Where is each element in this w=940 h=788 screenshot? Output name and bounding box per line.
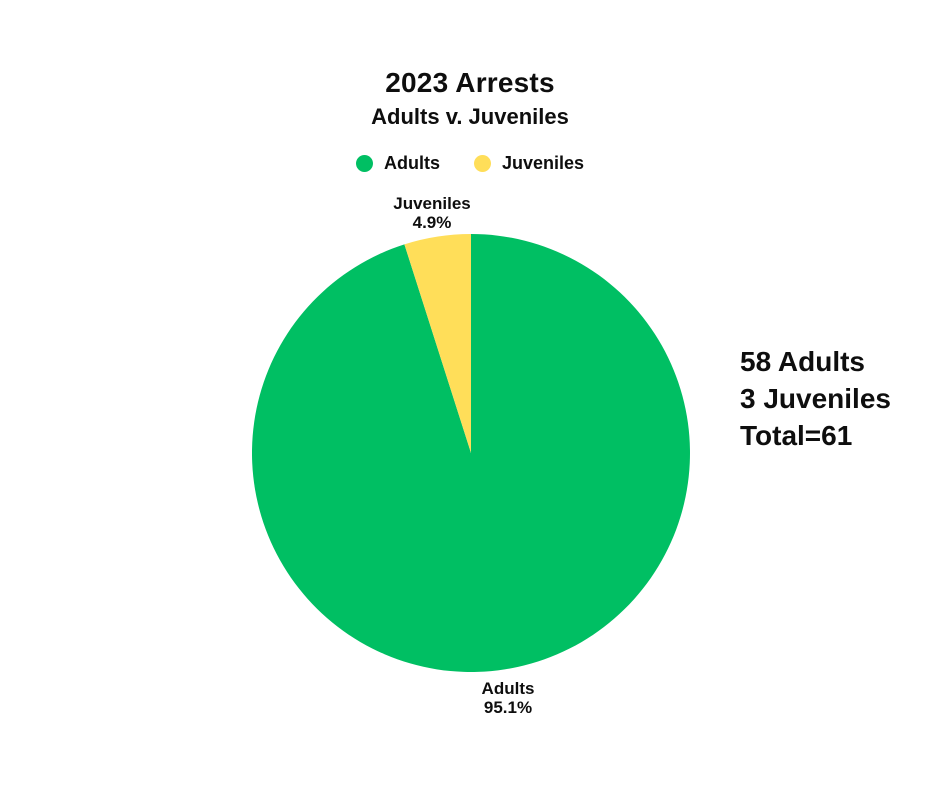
chart-legend: Adults Juveniles [0, 153, 940, 174]
legend-label-juveniles: Juveniles [501, 153, 585, 173]
slice-label-juveniles-name: Juveniles [393, 194, 471, 213]
slice-label-adults-name: Adults [481, 679, 535, 698]
annotation-line-adults: 58 Adults [740, 346, 865, 377]
totals-annotation: 58 Adults 3 Juveniles Total=61 [740, 343, 891, 454]
chart-title: 2023 Arrests [385, 67, 555, 98]
chart-subtitle: Adults v. Juveniles [371, 104, 569, 129]
legend-swatch-juveniles-icon [473, 155, 491, 172]
pie-chart [252, 234, 690, 672]
annotation-line-juveniles: 3 Juveniles [740, 383, 891, 414]
slice-label-juveniles: Juveniles 4.9% [362, 194, 502, 232]
legend-item-juveniles: Juveniles [473, 153, 585, 174]
legend-label-adults: Adults [383, 153, 440, 173]
pie-slice-juveniles [404, 234, 471, 453]
annotation-line-total: Total=61 [740, 420, 853, 451]
legend-item-adults: Adults [355, 153, 440, 174]
pie-slice-adults [252, 234, 690, 672]
slice-label-juveniles-percent: 4.9% [412, 213, 452, 232]
legend-swatch-adults-icon [355, 155, 373, 172]
slice-label-adults: Adults 95.1% [438, 679, 578, 717]
slice-label-adults-percent: 95.1% [483, 698, 533, 717]
